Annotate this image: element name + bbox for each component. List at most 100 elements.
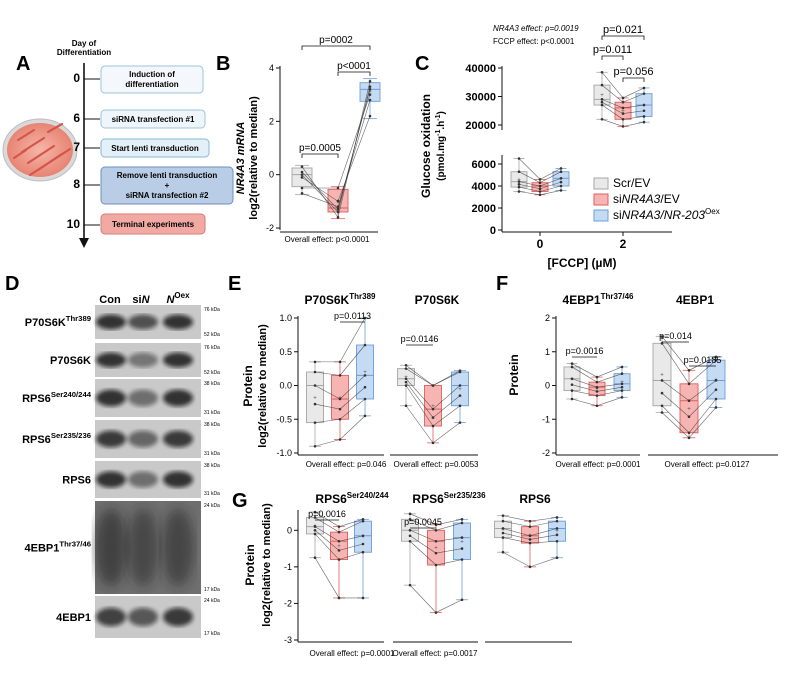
g1-point xyxy=(361,550,365,554)
b-overall-effect: Overall effect: p<0.0001 xyxy=(284,235,370,244)
blot-band xyxy=(96,471,126,488)
legend-si-suffix: /EV xyxy=(660,192,679,206)
e1-point xyxy=(363,397,367,401)
e2-point xyxy=(431,384,435,387)
e-ytick-label: 1.0 xyxy=(279,313,292,323)
f2-point xyxy=(660,342,664,345)
c-1-point xyxy=(621,112,625,115)
e1-point xyxy=(363,316,367,320)
g1-point xyxy=(313,556,317,560)
g3-point xyxy=(555,527,559,530)
f2-point xyxy=(714,355,718,359)
b-p2-bracket xyxy=(337,71,371,76)
e2-box-2-mean-marker: + xyxy=(458,387,462,393)
blot-band xyxy=(128,352,158,368)
f2-point xyxy=(660,411,664,414)
c-box-2-0-mean-marker: + xyxy=(559,177,563,183)
c-0-point xyxy=(538,178,542,181)
f2-point xyxy=(714,379,718,382)
e2-point xyxy=(404,380,408,384)
f-title-1-base: 4EBP1 xyxy=(563,293,601,307)
g3-point xyxy=(528,519,532,523)
e-title-1: P70S6KThr389 xyxy=(305,292,376,307)
blot-marker-bottom-5: 17 kDa xyxy=(204,587,220,593)
g3-point xyxy=(501,514,505,517)
blot-band xyxy=(163,352,193,368)
c-0-point xyxy=(559,180,563,184)
svg-text:Terminal experiments: Terminal experiments xyxy=(112,220,195,229)
blot-smear xyxy=(127,508,159,587)
g1-point xyxy=(361,518,365,521)
blot-marker-bottom-6: 17 kDa xyxy=(204,631,220,637)
lane-noex-base: N xyxy=(166,294,175,306)
f2-box-1-mean-marker: + xyxy=(687,406,691,412)
e1-point xyxy=(363,374,367,377)
g2-point xyxy=(434,539,438,543)
c-1-point xyxy=(642,92,646,95)
blot-label-5-sup: Thr37/46 xyxy=(59,540,91,549)
f2-point xyxy=(687,382,691,386)
lane-sin-prefix: si xyxy=(132,294,141,306)
blot-marker-bottom-3: 31 kDa xyxy=(204,451,220,457)
c-legend: Scr/EV siNR4A3/EV siNR4A3/NR-203Oex xyxy=(593,176,720,222)
blot-3: RPS6Ser235/236 38 kDa 31 kDa xyxy=(22,420,220,458)
c-0-point xyxy=(559,177,563,180)
f2-point xyxy=(660,379,664,382)
c-1-point xyxy=(600,83,604,87)
f1-point xyxy=(620,396,624,399)
g1-point xyxy=(337,525,341,528)
lane-label-con: Con xyxy=(99,294,121,306)
g1-point xyxy=(361,542,365,546)
g1-point xyxy=(313,532,317,536)
g3-point xyxy=(528,541,532,545)
c-ylabel-2-sup1: -1 xyxy=(435,130,442,136)
legend-swatch-si xyxy=(593,193,609,206)
b-point xyxy=(300,176,304,179)
e-ylabel-2: log2(relative to median) xyxy=(257,324,269,448)
b-ytick-label: 4 xyxy=(269,63,274,73)
blot-label-0: P70S6KThr389 xyxy=(25,314,91,329)
g3-point xyxy=(528,525,532,528)
c-p3-pvalue: p=0.056 xyxy=(613,66,653,78)
c-p3-bracket xyxy=(622,77,645,82)
e1-point xyxy=(313,402,317,406)
g1-point xyxy=(361,534,365,538)
blot-marker-top-3: 38 kDa xyxy=(204,422,220,428)
b-box-2-mean-marker: + xyxy=(368,90,372,96)
e-title-2: P70S6K xyxy=(415,293,460,307)
g-ytick-label: -1 xyxy=(284,562,292,572)
svg-text:Induction of: Induction of xyxy=(129,70,175,79)
day-label-8: 8 xyxy=(73,177,80,191)
step-induction: Induction of differentiation xyxy=(100,65,204,94)
f1-point xyxy=(570,362,574,365)
c-1-point xyxy=(600,70,604,74)
f2-point xyxy=(687,369,691,372)
e1-point xyxy=(363,414,367,418)
blot-smear xyxy=(162,508,194,587)
blot-band xyxy=(128,471,158,488)
f1-point xyxy=(620,372,624,375)
e2-point xyxy=(431,407,435,411)
g-ytick-label: -3 xyxy=(284,635,292,645)
g-overall-2: Overall effect: p=0.0017 xyxy=(392,649,478,658)
f1-point xyxy=(595,385,599,389)
e1-box-0-mean-marker: + xyxy=(313,395,317,401)
f-p3-pvalue: p=0.0185 xyxy=(684,355,722,365)
g-title-1-base: RPS6 xyxy=(315,492,347,506)
f-overall-2: Overall effect: p=0.0127 xyxy=(664,460,750,469)
blot-label-6: 4EBP1 xyxy=(56,612,91,624)
e2-point xyxy=(431,441,435,445)
c-ylabel-1: Glucose oxidation xyxy=(419,94,433,198)
c-ytick-label: 4000 xyxy=(472,181,496,193)
f2-point xyxy=(687,415,691,419)
blot-label-2-sup: Ser240/244 xyxy=(51,390,92,399)
legend-swatch-scr xyxy=(593,177,609,190)
f1-point xyxy=(570,365,574,369)
blot-band xyxy=(128,607,158,627)
f1-point xyxy=(570,397,574,401)
e1-point xyxy=(338,417,342,421)
c-box-1-1-mean-marker: + xyxy=(621,109,625,115)
e-ytick-label: 0.5 xyxy=(279,347,292,357)
g3-point xyxy=(555,556,559,560)
